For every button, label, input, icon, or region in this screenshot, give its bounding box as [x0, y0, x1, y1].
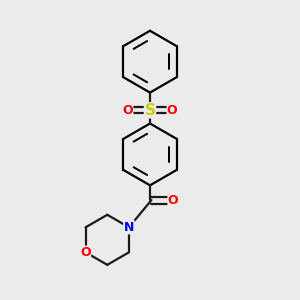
Text: O: O: [168, 194, 178, 207]
Text: O: O: [123, 104, 133, 117]
Text: O: O: [167, 104, 177, 117]
Text: O: O: [80, 246, 91, 259]
Text: S: S: [145, 103, 155, 118]
Text: N: N: [124, 221, 134, 234]
